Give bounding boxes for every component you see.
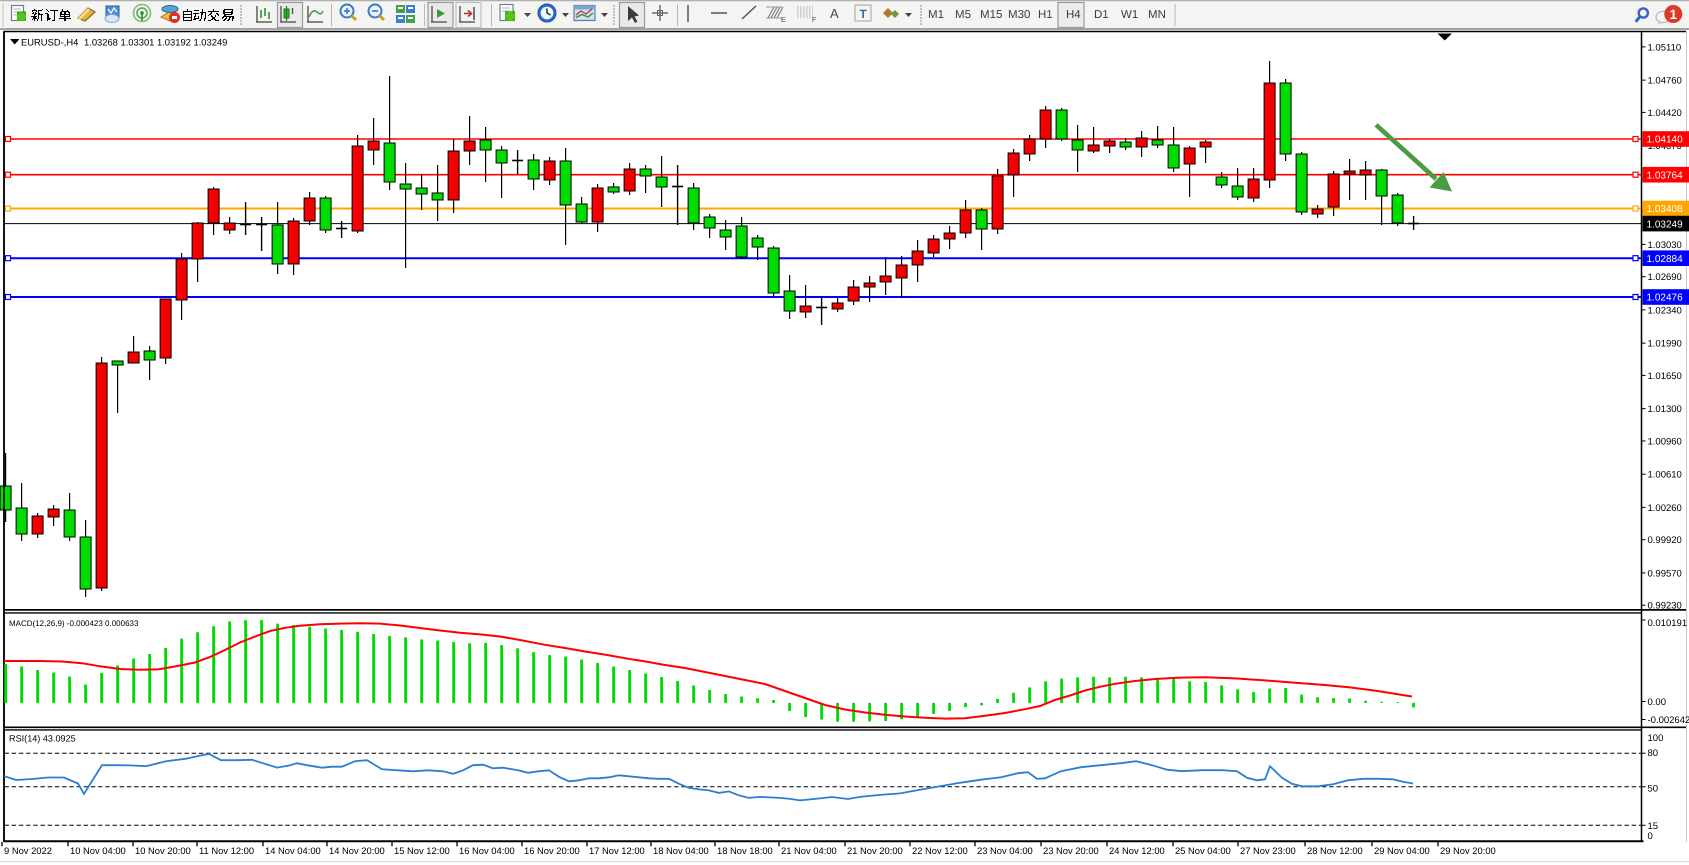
svg-text:16 Nov 04:00: 16 Nov 04:00	[459, 845, 515, 856]
svg-text:28 Nov 12:00: 28 Nov 12:00	[1307, 845, 1363, 856]
svg-text:MN: MN	[1148, 9, 1166, 21]
svg-text:M30: M30	[1008, 9, 1030, 21]
svg-text:1.00960: 1.00960	[1648, 436, 1682, 447]
svg-text:16 Nov 20:00: 16 Nov 20:00	[524, 845, 580, 856]
svg-text:1.01990: 1.01990	[1648, 339, 1682, 350]
svg-text:M1: M1	[928, 9, 944, 21]
svg-text:9 Nov 2022: 9 Nov 2022	[4, 845, 52, 856]
svg-text:1: 1	[1670, 7, 1678, 22]
svg-text:0.99920: 0.99920	[1648, 535, 1682, 546]
svg-text:0.010191: 0.010191	[1648, 618, 1688, 629]
svg-text:F: F	[812, 17, 816, 24]
svg-text:M5: M5	[955, 9, 971, 21]
svg-text:50: 50	[1648, 783, 1659, 794]
svg-text:100: 100	[1648, 733, 1664, 744]
svg-text:0: 0	[1648, 831, 1653, 842]
svg-text:-0.002642: -0.002642	[1648, 715, 1689, 726]
svg-text:1.03764: 1.03764	[1647, 170, 1684, 181]
svg-text:T: T	[860, 7, 868, 21]
svg-text:14 Nov 20:00: 14 Nov 20:00	[329, 845, 385, 856]
svg-text:EURUSD-,H4: EURUSD-,H4	[21, 36, 78, 47]
svg-text:0.00: 0.00	[1648, 697, 1667, 708]
svg-text:RSI(14) 43.0925: RSI(14) 43.0925	[9, 733, 76, 743]
svg-text:1.02340: 1.02340	[1648, 305, 1682, 316]
svg-text:22 Nov 12:00: 22 Nov 12:00	[912, 845, 968, 856]
svg-text:14 Nov 04:00: 14 Nov 04:00	[265, 845, 321, 856]
svg-text:23 Nov 04:00: 23 Nov 04:00	[977, 845, 1033, 856]
svg-text:10 Nov 04:00: 10 Nov 04:00	[70, 845, 126, 856]
svg-text:M15: M15	[980, 9, 1002, 21]
svg-text:29 Nov 20:00: 29 Nov 20:00	[1440, 845, 1496, 856]
svg-text:0.99570: 0.99570	[1648, 568, 1682, 579]
svg-text:E: E	[781, 17, 786, 24]
svg-text:D1: D1	[1094, 9, 1109, 21]
svg-text:24 Nov 12:00: 24 Nov 12:00	[1109, 845, 1165, 856]
svg-text:1.02884: 1.02884	[1647, 254, 1684, 265]
svg-text:1.04760: 1.04760	[1648, 76, 1682, 87]
svg-text:15: 15	[1648, 821, 1659, 832]
svg-text:25 Nov 04:00: 25 Nov 04:00	[1175, 845, 1231, 856]
svg-text:27 Nov 23:00: 27 Nov 23:00	[1240, 845, 1296, 856]
svg-text:21 Nov 20:00: 21 Nov 20:00	[847, 845, 903, 856]
svg-text:17 Nov 12:00: 17 Nov 12:00	[589, 845, 645, 856]
svg-text:W1: W1	[1121, 9, 1138, 21]
svg-text:1.04140: 1.04140	[1647, 135, 1684, 146]
svg-text:1.04420: 1.04420	[1648, 108, 1682, 119]
svg-text:0.99230: 0.99230	[1648, 601, 1682, 612]
svg-text:1.03030: 1.03030	[1648, 240, 1682, 251]
svg-text:23 Nov 20:00: 23 Nov 20:00	[1043, 845, 1099, 856]
svg-text:MACD(12,26,9) -0.000423 0.0006: MACD(12,26,9) -0.000423 0.000633	[9, 619, 139, 628]
svg-text:10 Nov 20:00: 10 Nov 20:00	[135, 845, 191, 856]
svg-text:1.00610: 1.00610	[1648, 470, 1682, 481]
svg-text:1.02476: 1.02476	[1647, 293, 1684, 304]
svg-text:1.03408: 1.03408	[1647, 204, 1684, 215]
svg-text:18 Nov 04:00: 18 Nov 04:00	[653, 845, 709, 856]
svg-text:1.03268 1.03301 1.03192 1.0324: 1.03268 1.03301 1.03192 1.03249	[84, 36, 227, 47]
svg-text:29 Nov 04:00: 29 Nov 04:00	[1374, 845, 1430, 856]
svg-text:1.03249: 1.03249	[1647, 219, 1684, 230]
svg-text:1.02690: 1.02690	[1648, 272, 1682, 283]
svg-text:1.01650: 1.01650	[1648, 371, 1682, 382]
svg-text:1.00260: 1.00260	[1648, 503, 1682, 514]
svg-text:21 Nov 04:00: 21 Nov 04:00	[781, 845, 837, 856]
svg-text:18 Nov 18:00: 18 Nov 18:00	[717, 845, 773, 856]
svg-text:H1: H1	[1038, 9, 1053, 21]
svg-text:80: 80	[1648, 748, 1659, 759]
svg-text:1.05110: 1.05110	[1648, 42, 1682, 53]
svg-text:11 Nov 12:00: 11 Nov 12:00	[199, 845, 254, 856]
svg-text:A: A	[830, 6, 839, 21]
svg-text:1.01300: 1.01300	[1648, 404, 1682, 415]
svg-text:H4: H4	[1066, 9, 1081, 21]
svg-text:15 Nov 12:00: 15 Nov 12:00	[394, 845, 450, 856]
